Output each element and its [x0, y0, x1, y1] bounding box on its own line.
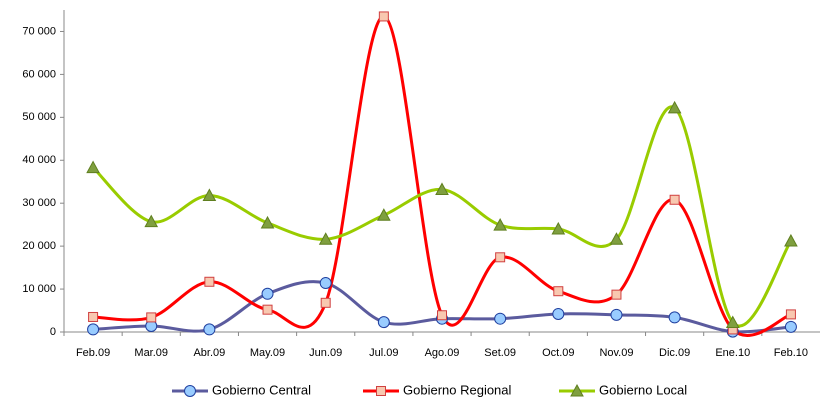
marker [320, 297, 331, 308]
marker [494, 312, 507, 325]
y-tick-label: 50 000 [22, 111, 56, 123]
x-tick-label: Feb.10 [774, 347, 808, 359]
marker [184, 385, 196, 397]
x-tick-label: May.09 [250, 347, 285, 359]
x-tick-label: Ago.09 [425, 347, 460, 359]
x-tick-label: Set.09 [484, 347, 516, 359]
marker [437, 310, 447, 321]
marker [202, 188, 217, 201]
marker [86, 160, 100, 174]
marker [570, 383, 584, 397]
marker [318, 232, 333, 245]
x-tick-label: Jul.09 [369, 347, 398, 359]
marker [784, 233, 798, 247]
y-tick-label: 30 000 [22, 197, 56, 209]
marker [260, 215, 275, 229]
marker [261, 287, 274, 300]
x-tick-label: Abr.09 [193, 347, 225, 359]
marker [146, 312, 157, 323]
legend-label: Gobierno Central [212, 382, 311, 397]
marker [667, 100, 682, 114]
marker [552, 307, 565, 320]
x-tick-label: Feb.09 [76, 347, 110, 359]
y-tick-label: 10 000 [22, 283, 56, 295]
marker [377, 208, 391, 221]
marker [378, 11, 389, 22]
x-tick-label: Ene.10 [715, 347, 750, 359]
marker [262, 304, 273, 315]
y-tick-label: 60 000 [22, 68, 56, 80]
marker [495, 252, 506, 263]
marker [377, 316, 390, 329]
marker [87, 323, 100, 336]
x-tick-label: Nov.09 [599, 347, 633, 359]
y-tick-label: 0 [50, 326, 56, 338]
marker [435, 182, 449, 195]
marker [785, 309, 796, 320]
x-tick-label: Mar.09 [134, 347, 168, 359]
x-tick-label: Jun.09 [309, 347, 342, 359]
marker [668, 311, 681, 324]
legend-label: Gobierno Local [599, 382, 687, 397]
x-tick-label: Dic.09 [659, 347, 690, 359]
marker [88, 311, 99, 322]
legend-label: Gobierno Regional [403, 382, 512, 397]
y-tick-label: 40 000 [22, 154, 56, 166]
marker [725, 315, 740, 329]
marker [669, 194, 680, 205]
marker [144, 214, 159, 228]
marker [493, 218, 507, 231]
x-tick-label: Oct.09 [542, 347, 574, 359]
marker [553, 286, 564, 297]
y-tick-label: 70 000 [22, 25, 56, 37]
series-line [93, 14, 792, 338]
marker [203, 323, 216, 336]
marker [204, 276, 215, 287]
marker [376, 386, 386, 396]
marker [609, 232, 624, 245]
marker [319, 277, 332, 290]
y-tick-label: 20 000 [22, 240, 56, 252]
marker [551, 221, 566, 235]
marker [611, 289, 622, 300]
marker [784, 320, 797, 333]
marker [610, 308, 623, 321]
